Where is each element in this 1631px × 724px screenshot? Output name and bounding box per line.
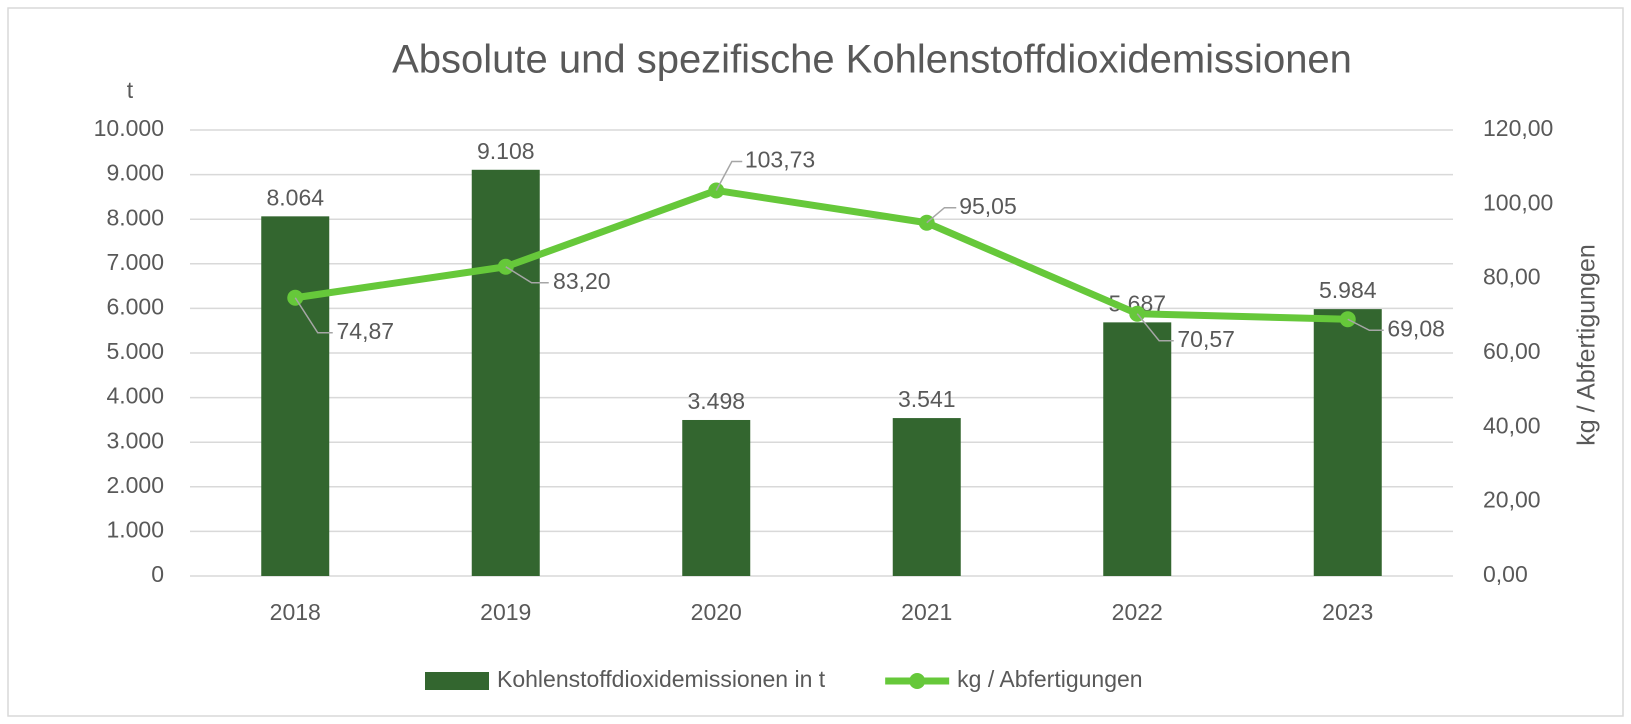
y-tick-label: 0 (151, 561, 164, 587)
x-tick-label: 2022 (1112, 599, 1163, 625)
y-tick-label: 4.000 (106, 383, 164, 409)
legend-marker (909, 673, 926, 689)
leader-line (294, 297, 333, 334)
y2-tick-label: 120,00 (1483, 115, 1553, 141)
leader-line (926, 206, 957, 224)
y-tick-label: 2.000 (106, 472, 164, 498)
y2-tick-label: 60,00 (1483, 338, 1541, 364)
bar (1103, 322, 1172, 576)
bar (1313, 309, 1382, 576)
y2-axis-label: kg / Abfertigungen (1573, 244, 1601, 446)
legend-swatch (425, 672, 489, 690)
bar (261, 216, 330, 577)
y2-tick-label: 20,00 (1483, 487, 1541, 513)
y-tick-label: 6.000 (106, 293, 164, 319)
y-tick-label: 10.000 (94, 115, 164, 141)
bar-value-label: 8.064 (266, 184, 324, 210)
bar (682, 419, 751, 576)
legend-label: Kohlenstoffdioxidemissionen in t (497, 666, 826, 692)
line-value-label: 69,08 (1387, 315, 1445, 341)
x-tick-label: 2019 (480, 599, 531, 625)
bar-value-label: 5.984 (1319, 277, 1377, 303)
line-value-label: 103,73 (745, 147, 815, 173)
x-tick-label: 2021 (901, 599, 952, 625)
y-tick-label: 8.000 (106, 204, 164, 230)
bar (471, 169, 540, 576)
y2-tick-label: 80,00 (1483, 264, 1541, 290)
leader-line (1136, 313, 1174, 342)
line-value-label: 74,87 (337, 318, 395, 344)
y-tick-label: 9.000 (106, 160, 164, 186)
chart-title: Absolute und spezifische Kohlenstoffdiox… (392, 38, 1352, 82)
line-value-label: 83,20 (553, 268, 611, 294)
line-value-label: 70,57 (1177, 326, 1235, 352)
y2-tick-label: 40,00 (1483, 412, 1541, 438)
bar-value-label: 9.108 (477, 138, 535, 164)
y2-tick-label: 0,00 (1483, 561, 1528, 587)
bar (892, 418, 961, 576)
y-tick-label: 3.000 (106, 427, 164, 453)
bar-value-label: 3.541 (898, 386, 956, 412)
leader-line (715, 160, 743, 191)
y-tick-label: 1.000 (106, 516, 164, 542)
y-axis-label: t (127, 77, 134, 103)
x-tick-label: 2018 (270, 599, 321, 625)
line-value-label: 95,05 (959, 193, 1017, 219)
y-tick-label: 5.000 (106, 338, 164, 364)
x-tick-label: 2023 (1322, 599, 1373, 625)
line (294, 186, 1348, 323)
x-tick-label: 2020 (691, 599, 742, 625)
bar-value-label: 3.498 (687, 388, 745, 414)
leader-line (1347, 318, 1384, 332)
y-tick-label: 7.000 (106, 249, 164, 275)
y2-tick-label: 100,00 (1483, 189, 1553, 215)
leader-line (505, 266, 549, 284)
legend-label: kg / Abfertigungen (957, 666, 1142, 692)
